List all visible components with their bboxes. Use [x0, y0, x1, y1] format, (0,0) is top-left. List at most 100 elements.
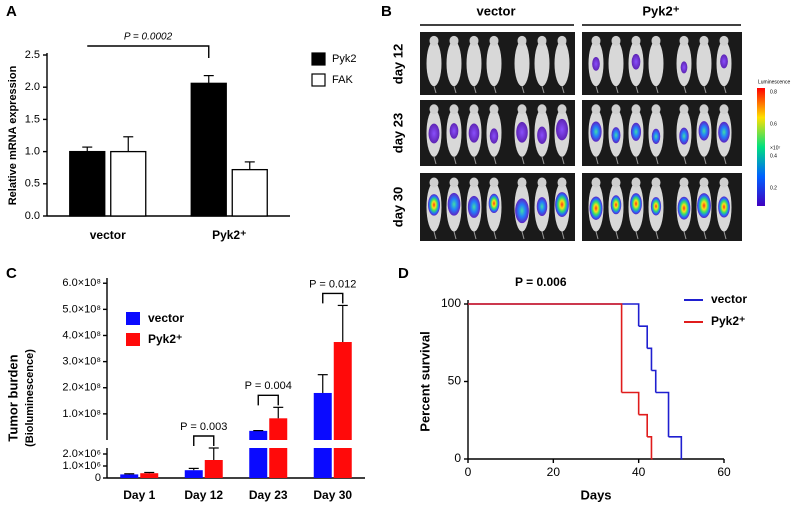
- mouse-tail: [723, 86, 727, 94]
- mouse-tail: [541, 156, 545, 165]
- mouse-tail: [703, 231, 707, 240]
- mouse-tail: [493, 156, 497, 165]
- y-tick-label: 1.0×10⁶: [63, 460, 101, 472]
- y-tick-label: 1.0: [25, 146, 40, 158]
- mouse-tail: [635, 86, 639, 94]
- mouse: [446, 40, 462, 87]
- signal: [536, 197, 548, 216]
- x-tick-label: 0: [465, 465, 472, 479]
- mouse-head: [557, 177, 567, 188]
- significance-bracket: [193, 435, 215, 446]
- mouse-tail: [521, 86, 525, 94]
- mouse: [514, 40, 530, 87]
- group-label: vector: [476, 3, 515, 18]
- mouse-head: [631, 177, 641, 188]
- legend-swatch: [311, 73, 326, 87]
- signal: [449, 123, 459, 139]
- legend-swatch: [311, 52, 326, 66]
- p-value: P = 0.004: [245, 380, 292, 392]
- y-tick-label: 0: [95, 472, 101, 484]
- y-tick-label: 4.0×10⁸: [62, 329, 101, 341]
- mouse-tail: [541, 231, 545, 240]
- mouse-tail: [723, 231, 727, 240]
- mouse-head: [631, 104, 641, 115]
- survival-step: [638, 325, 648, 349]
- mouse-head: [651, 35, 661, 46]
- mouse-tail: [703, 156, 707, 165]
- x-tick-label: 40: [632, 465, 646, 479]
- survival-step: [638, 413, 648, 437]
- mouse-tail: [615, 156, 619, 165]
- mouse-tail: [433, 231, 437, 240]
- bar: [190, 82, 227, 217]
- bar: [110, 150, 147, 217]
- mouse-head: [449, 177, 459, 188]
- mouse-tail: [615, 86, 619, 94]
- colorbar-tick: 0.8: [770, 89, 777, 95]
- survival-step: [647, 347, 653, 371]
- mouse: [426, 40, 442, 87]
- y-tick-label: 2.0: [25, 81, 40, 93]
- p-value: P = 0.003: [180, 421, 227, 433]
- legend-label: Pyk2⁺: [148, 332, 182, 346]
- signal: [555, 192, 569, 217]
- mouse: [696, 40, 712, 87]
- x-tick-label: Day 30: [313, 488, 352, 502]
- mouse: [608, 40, 624, 87]
- mouse-head: [719, 35, 729, 46]
- mouse-tail: [683, 156, 687, 165]
- signal: [468, 123, 480, 143]
- p-value: P = 0.006: [515, 275, 567, 289]
- signal: [428, 194, 440, 216]
- mouse-head: [469, 177, 479, 188]
- mouse-head: [611, 35, 621, 46]
- survival-step: [468, 303, 623, 393]
- mouse-head: [517, 104, 527, 115]
- mouse-head: [517, 35, 527, 46]
- bar: [313, 392, 332, 440]
- mouse-tail: [595, 156, 599, 165]
- mouse-head: [591, 104, 601, 115]
- signal: [697, 193, 711, 219]
- mouse-tail: [473, 156, 477, 165]
- mouse-head: [679, 104, 689, 115]
- bar: [140, 473, 159, 478]
- legend-swatch: [126, 333, 140, 346]
- mouse-tail: [703, 86, 707, 94]
- bar: [184, 470, 203, 478]
- x-tick-label: Day 1: [123, 488, 155, 502]
- mouse: [486, 40, 502, 87]
- signal: [537, 126, 547, 144]
- mouse-tail: [453, 156, 457, 165]
- mouse-tail: [453, 231, 457, 240]
- bar: [249, 430, 268, 440]
- colorbar-title: Luminescence: [758, 79, 790, 85]
- significance-bracket: [257, 394, 279, 406]
- y-tick-label: 2.0×10⁸: [62, 382, 101, 394]
- panel-label: C: [6, 265, 17, 282]
- mouse-head: [429, 177, 439, 188]
- mouse-tail: [595, 231, 599, 240]
- mouse-tail: [655, 86, 659, 94]
- mouse-head: [537, 35, 547, 46]
- survival-step: [651, 369, 657, 393]
- x-tick-label: Day 23: [249, 488, 288, 502]
- mouse-head: [537, 104, 547, 115]
- y-tick-label: 0.0: [25, 210, 40, 222]
- mouse-tail: [521, 231, 525, 240]
- signal: [515, 198, 529, 224]
- bar: [120, 474, 139, 478]
- mouse-tail: [521, 156, 525, 165]
- significance-bracket: [322, 292, 344, 304]
- mouse-tail: [453, 86, 457, 94]
- bar: [204, 460, 223, 478]
- signal: [467, 195, 481, 218]
- row-label: day 30: [390, 187, 405, 227]
- y-tick-label: 3.0×10⁸: [62, 356, 101, 368]
- mouse-tail: [433, 86, 437, 94]
- mouse-head: [517, 177, 527, 188]
- x-tick-label: Pyk2⁺: [212, 228, 246, 242]
- group-label: Pyk2⁺: [642, 3, 679, 18]
- mouse-tail: [655, 231, 659, 240]
